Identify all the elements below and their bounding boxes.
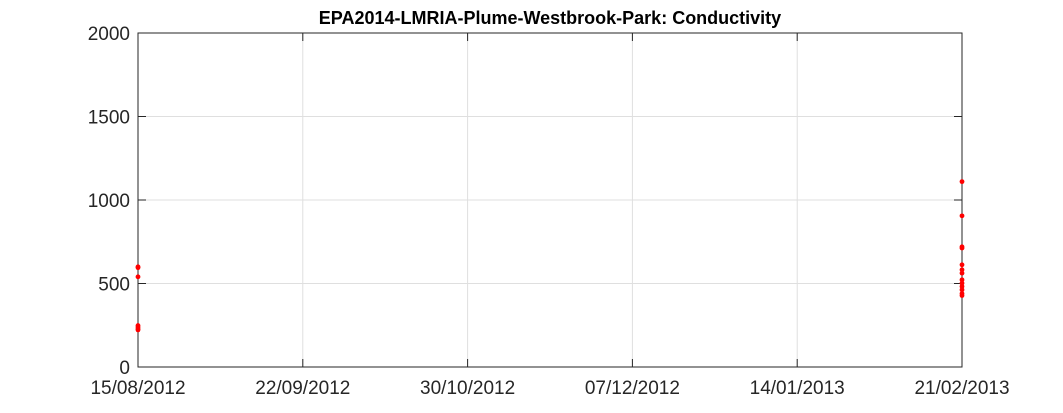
data-point bbox=[959, 267, 965, 273]
data-point bbox=[959, 179, 965, 185]
grid bbox=[137, 32, 963, 368]
x-tick-label: 22/09/2012 bbox=[255, 378, 350, 399]
y-tick-label: 1500 bbox=[88, 108, 130, 129]
y-tick-label: 2000 bbox=[88, 24, 130, 45]
data-point bbox=[959, 213, 965, 219]
data-point bbox=[959, 284, 965, 289]
data-point bbox=[959, 270, 965, 276]
x-axis: 15/08/2012 22/09/2012 30/10/2012 07/12/2012… bbox=[90, 33, 1010, 399]
y-tick-label: 500 bbox=[98, 275, 130, 296]
data-point bbox=[959, 280, 965, 286]
data-point bbox=[135, 265, 141, 271]
data-points bbox=[135, 179, 965, 333]
data-point bbox=[959, 293, 965, 298]
y-tick-label: 1000 bbox=[88, 191, 130, 212]
x-tick-label: 21/02/2013 bbox=[914, 378, 1009, 399]
data-point bbox=[959, 245, 965, 251]
data-point bbox=[959, 262, 965, 268]
data-point bbox=[959, 277, 965, 283]
x-tick-label: 14/01/2013 bbox=[750, 378, 845, 399]
y-axis: 0 500 1000 1500 2000 bbox=[88, 24, 962, 379]
data-point bbox=[135, 327, 141, 333]
chart-title: EPA2014-LMRIA-Plume-Westbrook-Park: Cond… bbox=[319, 8, 781, 28]
data-point bbox=[135, 274, 141, 280]
x-tick-label: 07/12/2012 bbox=[585, 378, 680, 399]
x-tick-label: 15/08/2012 bbox=[90, 378, 185, 399]
data-point bbox=[959, 287, 965, 293]
x-tick-label: 30/10/2012 bbox=[420, 378, 515, 399]
y-tick-label: 0 bbox=[119, 358, 130, 379]
